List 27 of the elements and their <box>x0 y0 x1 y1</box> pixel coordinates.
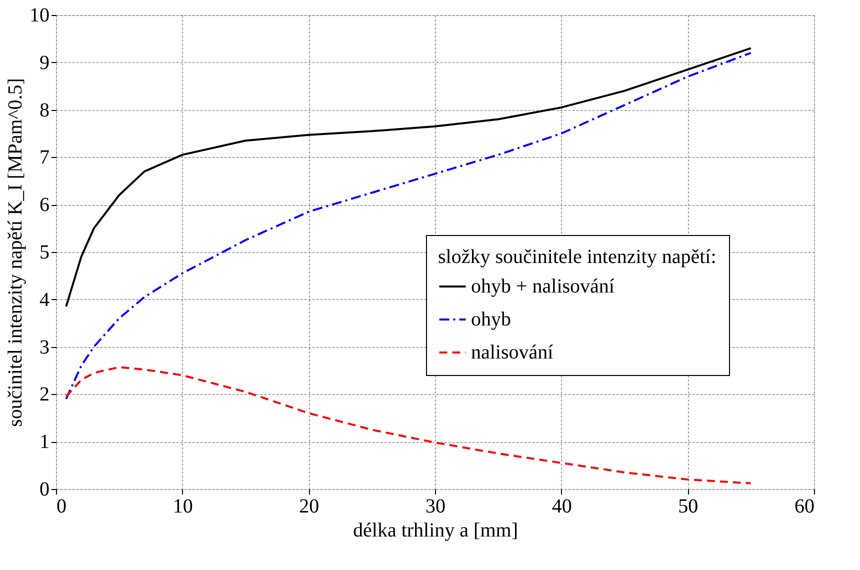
y-axis-title: součinitel intenzity napětí K_I [MPam^0.5] <box>4 78 26 427</box>
y-tick-label: 4 <box>40 288 50 311</box>
x-tick-label: 50 <box>678 496 698 518</box>
x-axis-title: délka trhliny a [mm] <box>353 520 518 542</box>
legend-label: ohyb <box>471 308 511 330</box>
line-series <box>65 47 752 308</box>
y-tick-label: 2 <box>40 384 50 406</box>
y-tick-label: 3 <box>40 336 50 358</box>
line-series <box>65 366 752 484</box>
y-tick-label: 10 <box>30 4 50 26</box>
legend-label: ohyb + nalisování <box>471 276 615 298</box>
x-tick-label: 40 <box>552 496 572 518</box>
y-tick-label: 7 <box>40 146 50 169</box>
x-tick-label: 20 <box>299 496 320 518</box>
legend-title: složky součinitele intenzity napětí: <box>438 246 716 268</box>
x-tick-label: 0 <box>56 496 66 518</box>
y-tick-label: 9 <box>40 52 50 74</box>
legend-label: nalisování <box>471 342 554 364</box>
y-tick-label: 6 <box>40 194 50 216</box>
y-tick-label: 8 <box>40 99 50 122</box>
x-tick-label: 10 <box>172 496 193 518</box>
line-series <box>65 52 752 400</box>
x-tick-label: 30 <box>426 496 446 518</box>
y-tick-label: 1 <box>40 431 50 454</box>
y-tick-label: 5 <box>40 242 50 264</box>
y-tick-label: 0 <box>40 478 50 500</box>
x-tick-label: 60 <box>794 496 814 518</box>
